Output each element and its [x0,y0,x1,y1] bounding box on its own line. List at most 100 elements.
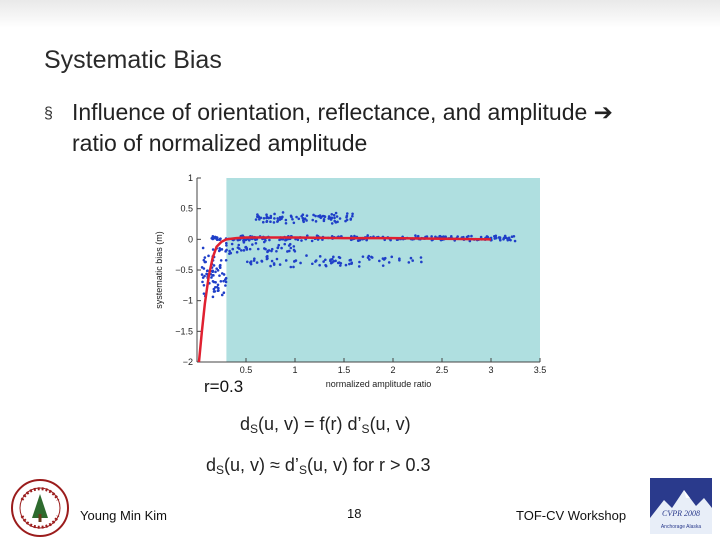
scatter-point [218,274,221,277]
scatter-point [235,250,239,254]
eq1-rest1: (u, v) = f(r) d’ [258,414,362,434]
scatter-point [265,213,268,217]
scatter-point [314,259,318,262]
scatter-point [300,239,303,242]
scatter-point [272,262,276,265]
scatter-point [253,257,256,260]
scatter-point [276,246,280,249]
equation-2: dS(u, v) ≈ d’S(u, v) for r > 0.3 [206,455,431,477]
scatter-point [411,259,414,262]
scatter-point [260,260,264,263]
equation-1: dS(u, v) = f(r) d’S(u, v) [240,414,411,436]
scatter-point [292,248,296,252]
scatter-point [305,254,308,257]
scatter-point [213,235,217,239]
scatter-point [508,238,512,241]
scatter-point [305,214,309,217]
scatter-point [275,257,279,261]
scatter-point [314,220,318,223]
scatter-point [314,214,317,218]
scatter-point [287,244,291,247]
scatter-point [284,238,287,242]
r-threshold-label: r=0.3 [204,377,244,396]
scatter-point [211,279,215,283]
scatter-point [312,213,315,217]
scatter-point [218,237,222,241]
scatter-point [366,256,370,259]
bullet-text-part2: ratio of normalized amplitude [72,130,368,156]
scatter-point [349,217,353,221]
scatter-point [339,264,342,267]
scatter-point [351,214,354,218]
scatter-point [216,269,220,272]
scatter-point [272,221,276,224]
scatter-point [262,216,266,220]
cvpr-logo-subtext: Anchorage Alaska [661,524,702,530]
scatter-point [206,269,209,272]
x-tick-label: 1.5 [338,365,351,375]
scatter-point [338,217,342,220]
y-tick-label: −2 [183,357,193,367]
x-tick-label: 0.5 [240,365,253,375]
scatter-point [263,247,266,250]
scatter-point [237,243,241,247]
scatter-point [318,255,322,258]
scatter-point [251,243,254,246]
scatter-point [358,260,361,264]
scatter-point [318,214,322,217]
scatter-point [280,246,283,250]
scatter-point [494,234,498,238]
scatter-point [224,258,228,262]
scatter-point [310,239,314,243]
footer-author: Young Min Kim [80,508,167,523]
scatter-point [349,258,353,262]
scatter-point [513,239,517,243]
scatter-point [350,261,354,265]
scatter-point [499,238,502,242]
scatter-point [249,262,253,266]
scatter-point [322,217,326,221]
scatter-point [214,281,217,284]
footer-venue: TOF-CV Workshop [516,508,627,523]
scatter-point [254,218,258,221]
eq2-sub2: S [298,463,307,477]
scatter-point [237,247,241,250]
scatter-point [450,235,453,238]
scatter-point [244,245,248,249]
fit-curve-line [197,236,492,363]
scatter-point [344,263,348,267]
scatter-point [231,247,235,251]
scatter-point [204,260,207,264]
x-tick-label: 3.5 [534,365,547,375]
scatter-point [297,217,301,221]
scatter-point [348,262,351,266]
eq2-sub: S [216,463,225,477]
scatter-point [267,249,271,252]
scatter-point [243,239,246,242]
scatter-point [230,242,234,246]
scatter-point [292,245,296,248]
scatter-point [311,218,315,222]
y-tick-label: −1.5 [175,326,193,336]
scatter-point [200,273,204,276]
scatter-point [329,258,332,262]
scatter-point [217,289,220,292]
header-band [0,0,720,28]
scatter-point [281,215,284,219]
scatter-point [383,256,387,260]
scatter-point [289,246,293,250]
scatter-point [290,215,293,219]
scatter-point [345,212,349,215]
y-tick-label: 1 [188,173,193,183]
x-tick-label: 2 [390,365,395,375]
scatter-point [302,220,305,224]
scatter-point [273,212,276,216]
scatter-point [368,258,371,261]
scatter-point [468,239,472,243]
scatter-point [322,260,325,263]
scatter-point [214,270,217,274]
scatter-point [284,221,288,225]
scatter-point [205,272,208,276]
scatter-point [345,214,349,218]
scatter-point [332,213,336,217]
